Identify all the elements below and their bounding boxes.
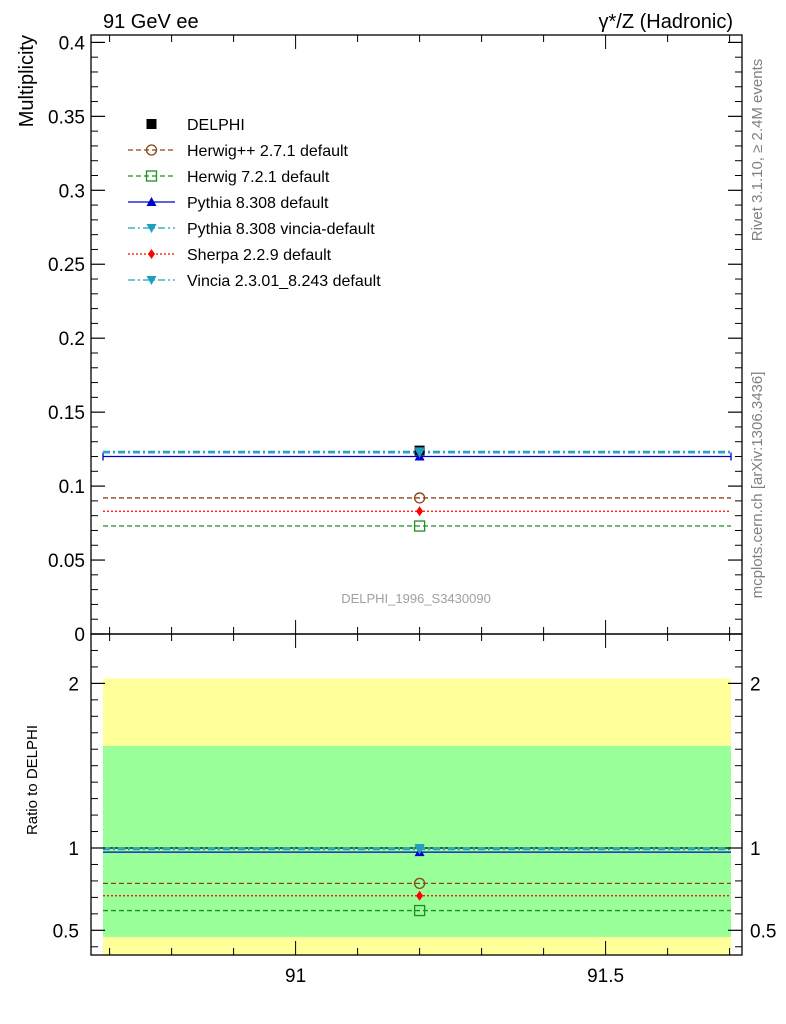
legend-marker-0: [145, 144, 158, 156]
main-y-axis-title: Multiplicity: [16, 35, 38, 127]
header-right-label: γ*/Z (Hadronic): [599, 11, 733, 33]
legend-marker-5: [146, 276, 157, 285]
legend-label-4: Sherpa 2.2.9 default: [187, 247, 332, 264]
main-ytick-label: 0.25: [48, 255, 85, 276]
legend-marker-1: [145, 170, 158, 182]
main-ytick-label: 0.15: [48, 403, 85, 424]
main-series-marker-0: [413, 492, 426, 504]
main-ytick-label: 0.35: [48, 107, 85, 128]
main-series-marker-1: [413, 520, 426, 532]
ratio-ytick-label-left: 1: [68, 839, 79, 860]
legend-label-0: Herwig++ 2.7.1 default: [187, 143, 349, 160]
mcplots-label: mcplots.cern.ch [arXiv:1306.3436]: [749, 372, 766, 599]
main-series-group: [102, 445, 732, 532]
legend-marker-4: [148, 249, 155, 259]
legend-label-5: Vincia 2.3.01_8.243 default: [187, 273, 381, 290]
header-left-label: 91 GeV ee: [103, 11, 199, 33]
ratio-band-green: [103, 745, 731, 937]
main-ytick-label: 0: [74, 625, 85, 646]
main-ytick-label: 0.05: [48, 551, 85, 572]
axes-group: 0 0.05 0.1 0.15 0.2 0.25 0.3 0.35 0.4 0.5 0.5 1 1 2 2 9…: [48, 33, 776, 987]
ratio-series-marker-4: [416, 890, 424, 901]
legend-marker-2: [146, 197, 157, 206]
ratio-series-marker-5: [414, 844, 425, 853]
main-ytick-label: 0.1: [59, 477, 85, 498]
main-ytick-label: 0.2: [59, 329, 85, 350]
ratio-ytick-label-right: 2: [750, 674, 761, 695]
legend-marker-3: [146, 224, 157, 233]
ratio-ytick-label-right: 1: [750, 839, 761, 860]
ratio-series-group: [103, 844, 731, 917]
rivet-version-label: Rivet 3.1.10, ≥ 2.4M events: [749, 59, 766, 242]
ratio-y-axis-title: Ratio to DELPHI: [24, 725, 41, 835]
ratio-bands: [103, 678, 731, 955]
x-tick-label: 91.5: [587, 966, 624, 987]
legend-label-delphi: DELPHI: [187, 117, 245, 134]
legend: DELPHI Herwig++ 2.7.1 default Herwig 7.2.1…: [128, 117, 381, 290]
ratio-ytick-label-right: 0.5: [750, 921, 776, 942]
analysis-watermark: DELPHI_1996_S3430090: [341, 591, 491, 606]
legend-marker-delphi: [146, 119, 157, 129]
main-ytick-label: 0.3: [59, 181, 85, 202]
ratio-series-marker-0: [413, 877, 426, 890]
main-ytick-label: 0.4: [59, 33, 86, 54]
ratio-ytick-label-left: 2: [68, 674, 79, 695]
main-series-marker-5: [414, 447, 425, 457]
legend-label-2: Pythia 8.308 default: [187, 195, 329, 212]
ratio-frame: [90, 633, 743, 956]
ratio-ytick-label-left: 0.5: [53, 921, 79, 942]
legend-label-1: Herwig 7.2.1 default: [187, 169, 330, 186]
ratio-series-marker-1: [413, 904, 426, 917]
main-series-marker-4: [416, 506, 424, 517]
legend-label-3: Pythia 8.308 vincia-default: [187, 221, 375, 238]
x-tick-label: 91: [285, 966, 306, 987]
